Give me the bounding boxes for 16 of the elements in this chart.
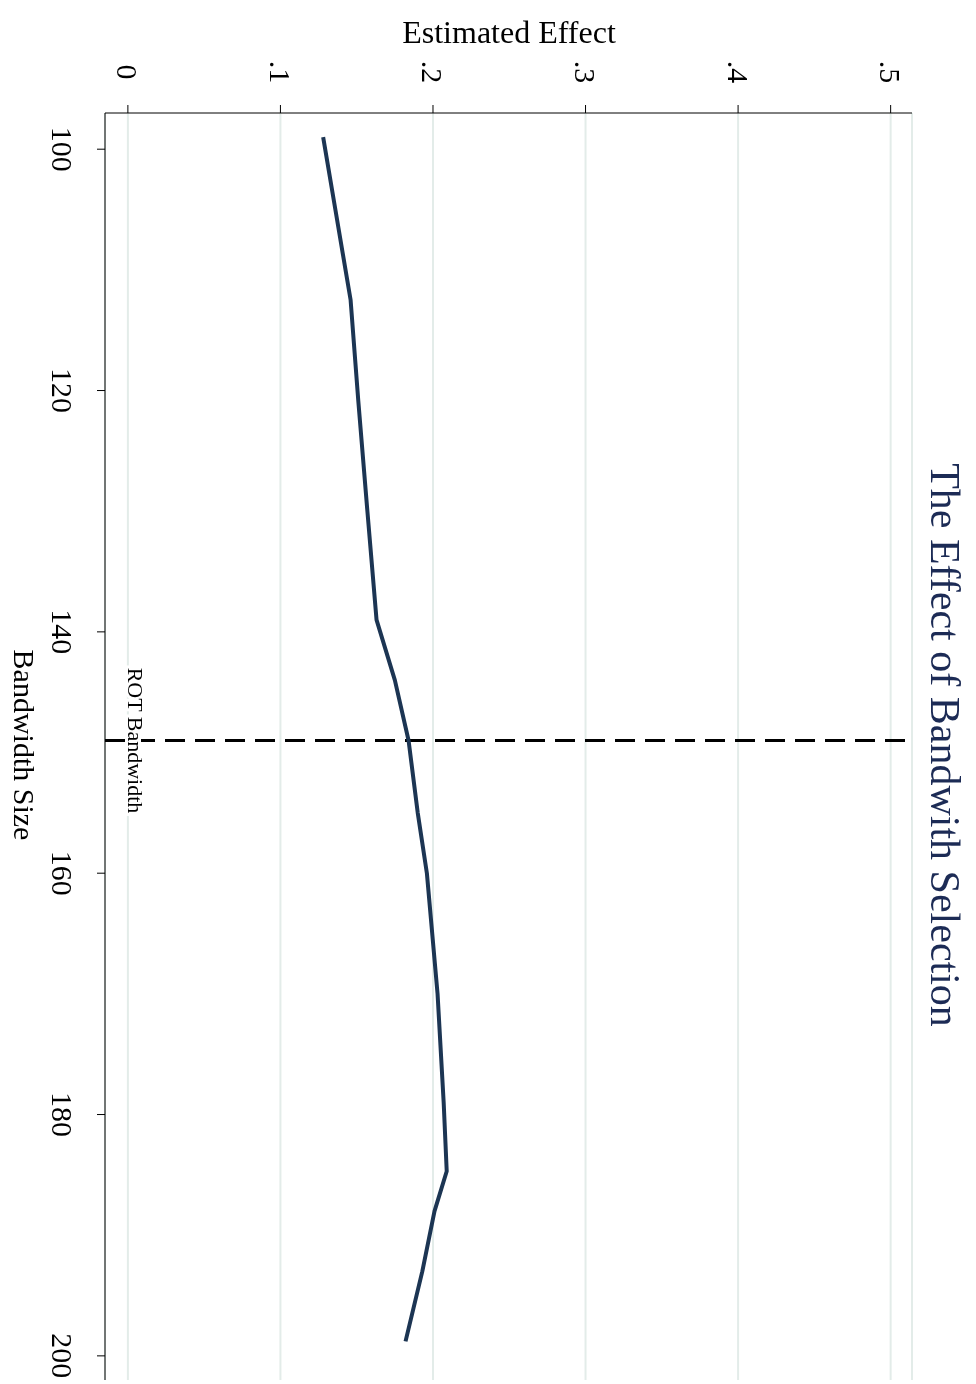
x-tick-label: .4: [721, 60, 755, 84]
y-tick-label: 200: [45, 1333, 79, 1379]
y-axis-title: Bandwidth Size: [7, 649, 41, 841]
x-tick-label: .5: [874, 60, 908, 84]
x-tick-label: .3: [569, 60, 603, 84]
x-tick-label: .1: [263, 60, 297, 84]
y-tick-label: 180: [45, 1092, 79, 1138]
y-tick-label: 120: [45, 368, 79, 414]
y-tick-label: 160: [45, 850, 79, 896]
ref-line-label: ROT Bandwidth: [122, 667, 148, 814]
y-tick-label: 140: [45, 609, 79, 655]
x-tick-label: .2: [416, 60, 450, 84]
x-tick-label: 0: [111, 64, 145, 80]
y-tick-label: 100: [45, 126, 79, 172]
x-axis-title: Estimated Effect: [402, 14, 616, 50]
text: The Effect of Bandwith Selection: [922, 463, 968, 1027]
